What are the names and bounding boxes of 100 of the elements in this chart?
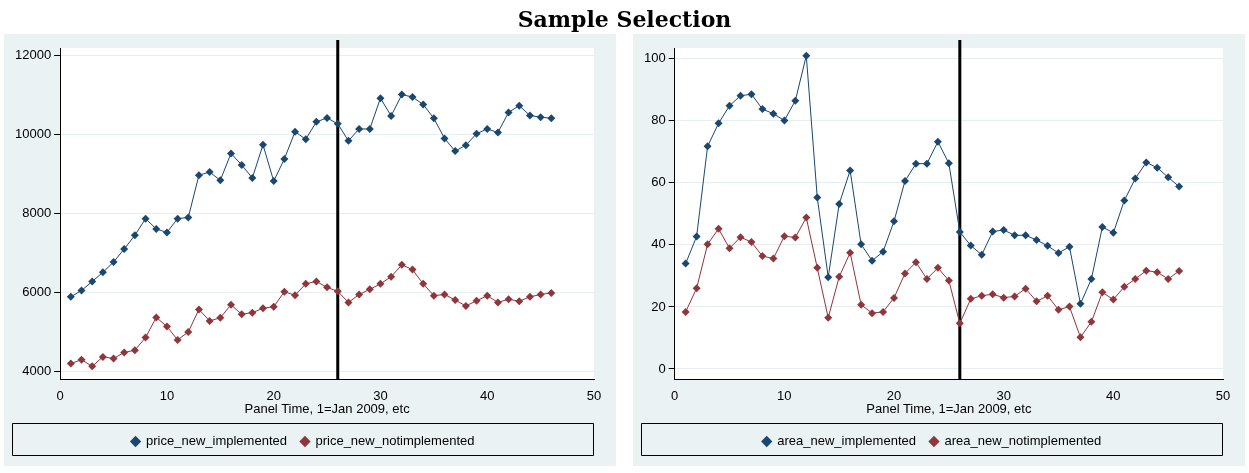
x-tick-label: 50: [1215, 388, 1231, 404]
point: [681, 307, 690, 316]
point: [933, 137, 942, 146]
point: [879, 247, 888, 256]
point: [1065, 242, 1074, 251]
point: [120, 348, 129, 357]
y-tick-label: 10000: [14, 126, 52, 142]
point: [109, 258, 118, 267]
point: [248, 308, 257, 317]
point: [813, 263, 822, 272]
point: [216, 313, 225, 322]
point: [408, 265, 417, 274]
point: [736, 233, 745, 242]
point: [376, 279, 385, 288]
point: [846, 248, 855, 257]
point: [269, 302, 278, 311]
point: [194, 305, 203, 314]
point: [291, 127, 300, 136]
point: [280, 155, 289, 163]
point: [758, 252, 767, 261]
point: [714, 119, 723, 128]
y-tick-label: 8000: [22, 205, 52, 221]
point: [1043, 241, 1052, 250]
point: [868, 256, 877, 265]
point: [77, 355, 86, 364]
point: [226, 300, 235, 309]
point: [323, 113, 332, 122]
point: [66, 292, 75, 301]
point: [387, 272, 396, 281]
point: [868, 309, 877, 318]
point: [291, 291, 300, 300]
point: [408, 92, 417, 101]
point: [141, 333, 150, 342]
point: [922, 275, 931, 284]
point: [1120, 282, 1129, 291]
point: [824, 273, 833, 282]
point: [780, 116, 789, 125]
point: [933, 263, 942, 272]
point: [999, 293, 1008, 302]
point: [493, 298, 502, 307]
point: [802, 51, 811, 60]
point: [1021, 284, 1030, 293]
y-tick-label: 4000: [22, 363, 52, 379]
point: [1054, 305, 1063, 314]
point: [77, 286, 86, 295]
point: [900, 269, 909, 278]
point: [461, 141, 470, 150]
point: [312, 277, 321, 286]
point: [780, 232, 789, 241]
point: [988, 227, 997, 236]
point: [269, 177, 278, 186]
point: [879, 307, 888, 316]
point: [525, 111, 534, 120]
x-tick-label: 0: [56, 388, 64, 404]
point: [725, 101, 734, 110]
point: [1164, 275, 1173, 284]
point: [259, 140, 268, 149]
point: [1109, 228, 1118, 237]
point: [344, 136, 353, 145]
point: [259, 304, 268, 313]
point: [419, 100, 428, 109]
point: [440, 290, 449, 299]
point: [280, 287, 289, 296]
point: [900, 177, 909, 186]
y-tick-label: 60: [651, 174, 666, 190]
x-tick-label: 10: [159, 388, 175, 404]
point: [88, 362, 97, 371]
point: [451, 296, 460, 305]
point: [365, 124, 374, 133]
point: [184, 328, 193, 337]
point: [440, 134, 449, 143]
point: [813, 193, 822, 202]
point: [237, 310, 246, 319]
point: [333, 119, 342, 128]
point: [173, 335, 182, 344]
point: [1032, 235, 1041, 244]
y-tick-label: 12000: [14, 47, 52, 63]
point: [977, 250, 986, 259]
legend-label: price_new_notimplemented: [315, 433, 475, 449]
point: [692, 232, 701, 241]
point: [1120, 196, 1129, 205]
point: [226, 149, 235, 158]
point: [857, 300, 866, 309]
point: [344, 298, 353, 307]
point: [890, 217, 899, 226]
point: [120, 245, 129, 254]
point: [237, 160, 246, 169]
point: [835, 199, 844, 208]
point: [725, 244, 734, 253]
point: [922, 159, 931, 168]
point: [162, 322, 171, 331]
point: [493, 128, 502, 137]
point: [536, 290, 545, 299]
point: [1175, 266, 1184, 275]
x-tick-label: 0: [671, 388, 679, 404]
point: [835, 272, 844, 281]
point: [472, 129, 481, 138]
point: [376, 94, 385, 103]
y-tick-label: 100: [643, 50, 666, 66]
point: [692, 284, 701, 293]
